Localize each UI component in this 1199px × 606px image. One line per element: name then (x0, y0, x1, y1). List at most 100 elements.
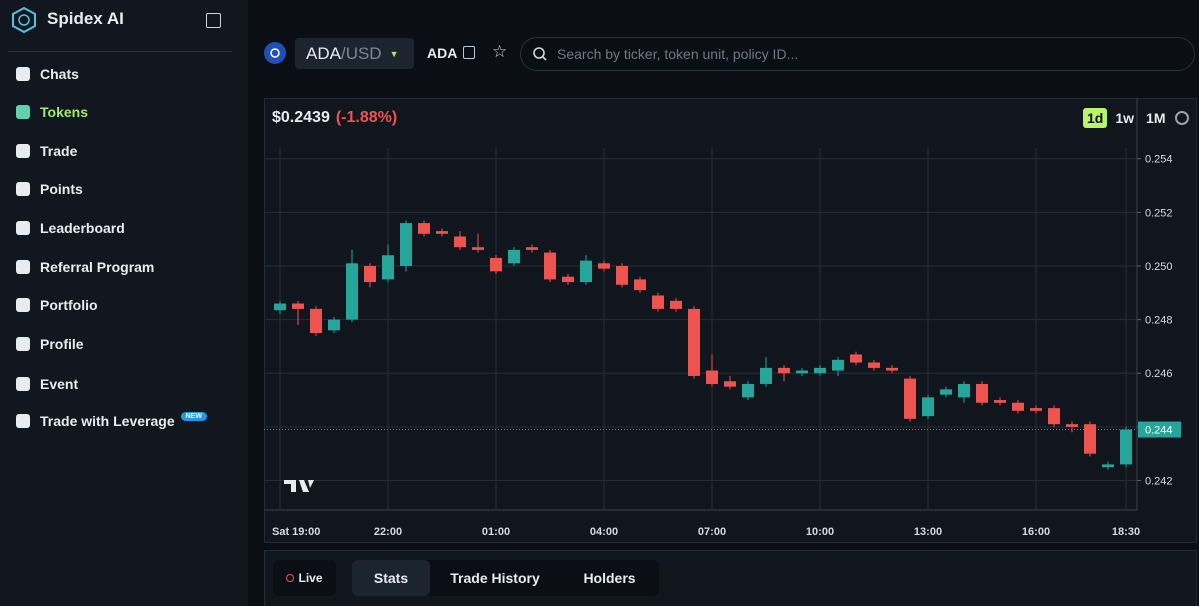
nav-label: Trade with Leverage (40, 413, 175, 429)
candle-body (292, 303, 304, 309)
chart: 0.242 0.244 0.246 0.248 0.250 0.252 0.254 Sat 1… (264, 98, 1181, 538)
tab[interactable]: Holders (583, 570, 636, 586)
y-tick-label: 0.252 (1145, 207, 1173, 219)
candle-body (958, 383, 970, 398)
candle-body (976, 383, 988, 403)
candle-body (580, 260, 592, 283)
nav-item[interactable]: Event (16, 374, 78, 394)
timeframe-button[interactable]: 1M (1146, 110, 1166, 126)
nav-item[interactable]: Chats (16, 64, 79, 84)
candle-body (382, 255, 394, 280)
nav-icon (16, 144, 30, 158)
search-box[interactable]: Search by ticker, token unit, policy ID.… (520, 37, 1195, 71)
new-badge: NEW (180, 411, 207, 421)
nav-icon (16, 260, 30, 274)
x-tick-label: 07:00 (698, 526, 726, 538)
candle-body (742, 383, 754, 398)
tv-logo (284, 480, 314, 492)
candle-body (418, 223, 430, 234)
nav-icon (16, 105, 30, 119)
candle-body (760, 367, 772, 384)
timeframe-button[interactable]: 1w (1115, 110, 1135, 126)
favorite-button[interactable]: ☆ (492, 42, 508, 61)
candle-body (814, 367, 826, 374)
search-placeholder: Search by ticker, token unit, policy ID.… (557, 46, 799, 62)
nav-icon (16, 337, 30, 351)
token-icon (264, 42, 286, 64)
nav-item[interactable]: Portfolio (16, 295, 98, 315)
divider (8, 51, 232, 52)
nav-item[interactable]: Trade with Leverage NEW (16, 411, 207, 431)
nav-item[interactable]: Points (16, 179, 83, 199)
x-tick-label: 10:00 (806, 526, 834, 538)
candle-body (904, 378, 916, 419)
nav-item[interactable]: Trade (16, 141, 77, 161)
candle-body (850, 354, 862, 363)
tab[interactable]: Trade History (450, 570, 540, 586)
candle-body (688, 308, 700, 376)
candle-body (562, 276, 574, 283)
x-tick-label: 16:00 (1022, 526, 1050, 538)
candle-body (526, 247, 538, 250)
last-price-tag (1138, 421, 1181, 438)
price-change: (-1.88%) (335, 109, 398, 126)
nav-item[interactable]: Tokens (16, 102, 88, 122)
candle-body (1084, 424, 1096, 454)
candle-body (508, 249, 520, 264)
timeframes: 1d 1w 1M (1083, 108, 1190, 128)
candle-body (922, 397, 934, 417)
candle-body (1120, 429, 1132, 465)
x-tick-label: 01:00 (482, 526, 510, 538)
candle-body (598, 263, 610, 269)
nav-item[interactable]: Referral Program (16, 257, 154, 277)
nav-label: Trade (40, 143, 78, 159)
sidebar: Spidex AI Chats Tokens Trade Points Leaderbo… (0, 0, 248, 606)
tab[interactable]: Stats (352, 560, 430, 596)
live-indicator: Live (273, 560, 336, 596)
pair-quote: /USD (340, 43, 382, 63)
candle-body (1012, 402, 1024, 411)
nav-label: Referral Program (40, 259, 155, 275)
x-tick-label: 04:00 (590, 526, 618, 538)
candle-body (310, 308, 322, 334)
candle-body (940, 389, 952, 395)
refresh-button[interactable] (1175, 111, 1190, 125)
candle-body (1066, 424, 1078, 427)
candle-body (328, 319, 340, 331)
candle-body (706, 370, 718, 384)
nav-label: Portfolio (40, 297, 98, 313)
nav-icon (16, 298, 30, 312)
x-tick-label: 13:00 (914, 526, 942, 538)
tab-bar: Stats Trade History Holders (352, 560, 659, 596)
candle-body (724, 381, 736, 387)
candle-body (490, 257, 502, 272)
y-tick-label: 0.246 (1145, 368, 1173, 380)
candle-body (472, 247, 484, 250)
brand: Spidex AI (47, 9, 124, 28)
candle-body (832, 359, 844, 371)
timeframe-button[interactable]: 1d (1083, 108, 1108, 128)
candle-body (346, 263, 358, 320)
candle-body (796, 370, 808, 374)
nav-icon (16, 182, 30, 196)
nav-label: Profile (40, 336, 84, 352)
collapse-button[interactable] (206, 13, 221, 28)
nav-item[interactable]: Profile (16, 334, 84, 354)
candle-body (364, 265, 376, 283)
candle-body (616, 265, 628, 285)
nav-label: Leaderboard (40, 220, 125, 236)
candle-body (1102, 464, 1114, 468)
pair-selector[interactable]: ADA/USD ▼ (295, 38, 414, 69)
live-label: Live (298, 571, 323, 585)
nav-icon (16, 414, 30, 428)
candle-body (634, 279, 646, 291)
copy-button[interactable] (463, 46, 475, 59)
x-tick-label: 22:00 (374, 526, 402, 538)
nav-label: Event (40, 376, 79, 392)
candle-body (778, 367, 790, 374)
candle-body (274, 303, 286, 311)
x-tick-label: 18:30 (1112, 526, 1140, 538)
nav-item[interactable]: Leaderboard (16, 218, 125, 238)
nav-label: Points (40, 181, 83, 197)
